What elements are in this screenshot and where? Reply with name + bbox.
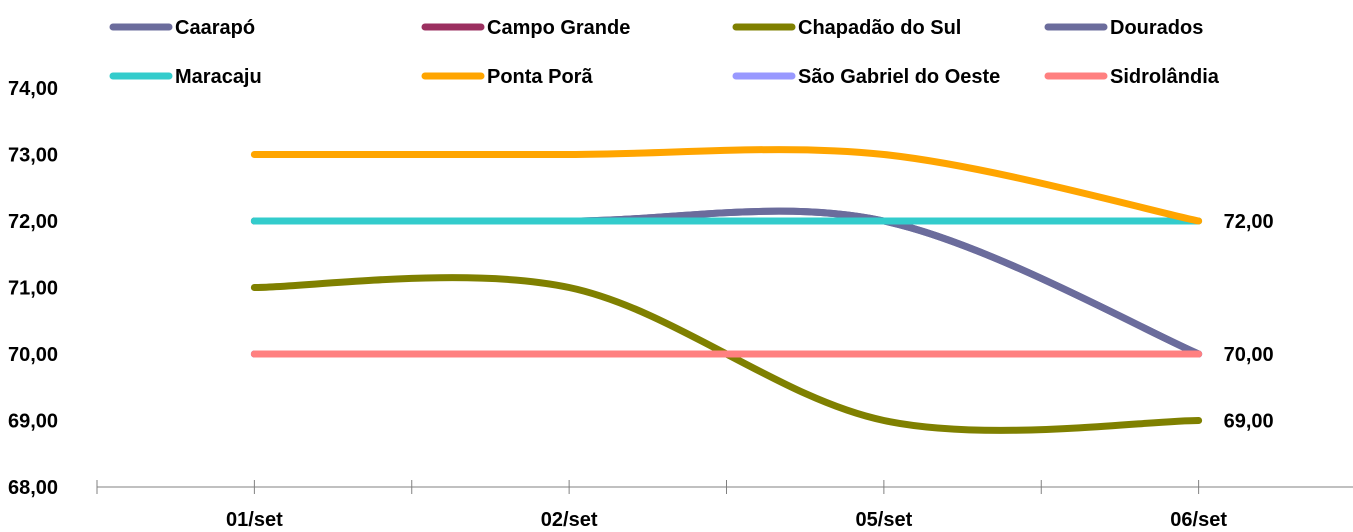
series-lines — [250, 146, 1203, 434]
legend-label: Dourados — [1110, 17, 1203, 39]
data-label: 69,00 — [1224, 411, 1274, 433]
y-tick-label: 72,00 — [8, 211, 58, 233]
legend-item: Caarapó — [109, 17, 255, 39]
legend-item: Ponta Porã — [421, 66, 593, 88]
series-line — [250, 146, 1203, 225]
y-tick-label: 68,00 — [8, 477, 58, 499]
data-label: 72,00 — [1224, 211, 1274, 233]
y-tick-label: 73,00 — [8, 145, 58, 167]
y-tick-label: 69,00 — [8, 411, 58, 433]
y-tick-label: 71,00 — [8, 278, 58, 300]
legend-label: Ponta Porã — [487, 66, 593, 88]
x-tick-label: 01/set — [226, 509, 283, 531]
legend-item: Sidrolândia — [1044, 66, 1220, 88]
y-axis: 68,00 69,00 70,00 71,00 72,00 73,00 74,00 — [8, 78, 58, 499]
legend-item: Dourados — [1044, 17, 1203, 39]
legend-item: São Gabriel do Oeste — [732, 66, 1000, 88]
legend: Caarapó Campo Grande Chapadão do Sul Dourad… — [109, 17, 1220, 88]
legend-label: Maracaju — [175, 66, 262, 88]
legend-label: Chapadão do Sul — [798, 17, 961, 39]
x-axis: 01/set 02/set 05/set 06/set — [96, 480, 1353, 531]
legend-label: Sidrolândia — [1110, 66, 1220, 88]
data-label: 70,00 — [1224, 344, 1274, 366]
y-tick-label: 70,00 — [8, 344, 58, 366]
legend-label: Caarapó — [175, 17, 255, 39]
legend-item: Maracaju — [109, 66, 262, 88]
x-tick-label: 02/set — [541, 509, 598, 531]
legend-label: Campo Grande — [487, 17, 630, 39]
legend-item: Chapadão do Sul — [732, 17, 961, 39]
legend-label: São Gabriel do Oeste — [798, 66, 1000, 88]
legend-item: Campo Grande — [421, 17, 630, 39]
x-tick-label: 06/set — [1170, 509, 1227, 531]
end-labels: 72,00 70,00 69,00 — [1224, 211, 1274, 433]
y-tick-label: 74,00 — [8, 78, 58, 100]
x-tick-label: 05/set — [856, 509, 913, 531]
